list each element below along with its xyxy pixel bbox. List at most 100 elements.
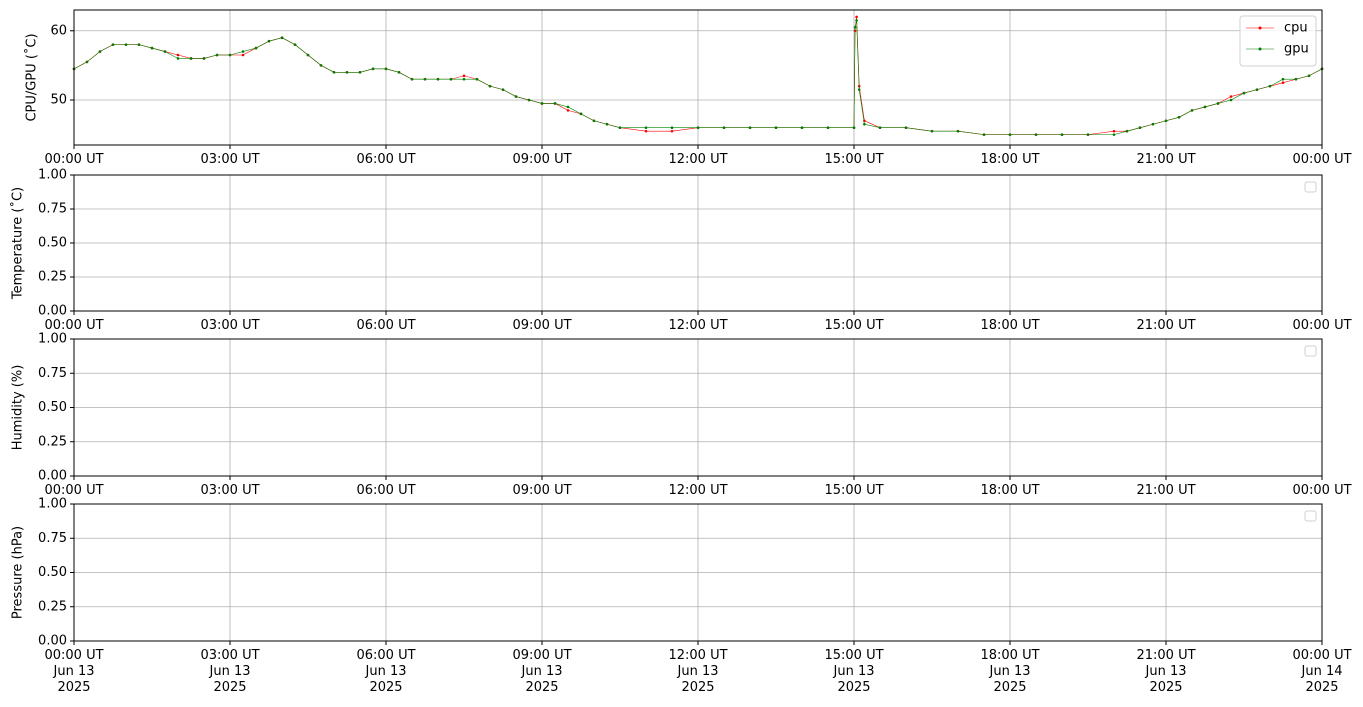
data-point <box>254 46 258 50</box>
data-point <box>904 126 908 129</box>
y-tick-label: 0.00 <box>38 469 67 484</box>
data-point <box>853 26 857 29</box>
data-point <box>1086 133 1090 136</box>
y-tick-label: 0.75 <box>38 202 67 217</box>
x-tick-label: 18:00 UT <box>980 483 1040 498</box>
x-tick-label: 12:00 UT <box>668 152 728 167</box>
data-point <box>1112 129 1116 133</box>
data-point <box>1203 105 1207 109</box>
x-tick-label: 06:00 UT <box>356 318 416 333</box>
data-point <box>293 43 297 46</box>
y-tick-label: 1.00 <box>38 332 67 347</box>
data-point <box>863 122 866 126</box>
axes-frame <box>73 503 1323 642</box>
data-point <box>852 126 856 129</box>
x-tick-label: 12:00 UT <box>668 483 728 498</box>
data-point <box>1281 77 1285 81</box>
data-point <box>1294 77 1298 81</box>
data-point <box>98 50 102 53</box>
data-point <box>332 71 336 74</box>
data-point <box>501 88 505 91</box>
data-point <box>1034 133 1038 136</box>
x-tick-label: 06:00 UT Jun 13 2025 <box>356 648 416 695</box>
x-tick-label: 03:00 UT Jun 13 2025 <box>200 648 260 695</box>
data-point <box>1216 102 1220 105</box>
data-point <box>553 102 557 105</box>
data-point <box>410 77 414 81</box>
data-point <box>423 77 427 81</box>
data-point <box>644 126 648 129</box>
x-tick-label: 21:00 UT Jun 13 2025 <box>1136 648 1196 695</box>
data-point <box>345 71 349 74</box>
data-point <box>618 126 622 129</box>
x-tick-label: 21:00 UT <box>1136 318 1196 333</box>
data-point <box>1164 119 1168 123</box>
data-point <box>449 77 453 81</box>
data-point <box>878 126 882 129</box>
data-point <box>956 129 960 133</box>
x-tick-label: 00:00 UT <box>44 152 104 167</box>
legend-frame <box>1304 345 1317 357</box>
x-tick-label: 21:00 UT <box>1136 483 1196 498</box>
y-tick-label: 0.75 <box>38 531 67 546</box>
data-point <box>111 43 115 46</box>
data-point <box>566 109 570 112</box>
data-point <box>670 129 674 133</box>
x-tick-label: 15:00 UT <box>824 318 884 333</box>
legend-frame <box>1304 181 1317 193</box>
y-tick-label: 0.25 <box>38 599 67 614</box>
y-tick-label: 0.50 <box>38 400 67 415</box>
y-tick-label: 0.50 <box>38 236 67 251</box>
data-point <box>579 112 583 116</box>
data-point <box>475 77 479 81</box>
x-tick-label: 18:00 UT <box>980 318 1040 333</box>
x-tick-label: 12:00 UT Jun 13 2025 <box>668 648 728 695</box>
y-tick-label: 50 <box>50 93 67 108</box>
data-point <box>1229 95 1233 98</box>
x-tick-label: 06:00 UT <box>356 483 416 498</box>
data-point <box>1151 122 1155 126</box>
data-point <box>1255 88 1259 91</box>
y-tick-label: 0.25 <box>38 434 67 449</box>
x-tick-label: 00:00 UT <box>1292 318 1352 333</box>
data-point <box>267 39 271 43</box>
data-point <box>397 71 401 74</box>
x-tick-label: 00:00 UT <box>44 318 104 333</box>
data-point <box>1112 133 1116 136</box>
data-point <box>1125 129 1129 133</box>
legend-marker <box>1258 47 1262 51</box>
y-tick-label: 0.50 <box>38 565 67 580</box>
data-point <box>1138 126 1142 129</box>
x-tick-label: 03:00 UT <box>200 318 260 333</box>
y-tick-label: 1.00 <box>38 497 67 512</box>
data-point <box>1060 133 1064 136</box>
series-line <box>73 20 1323 135</box>
x-tick-label: 09:00 UT Jun 13 2025 <box>512 648 572 695</box>
data-point <box>280 36 284 39</box>
data-point <box>800 126 804 129</box>
data-point <box>124 43 128 46</box>
y-tick-label: 60 <box>50 23 67 38</box>
data-point <box>1008 133 1012 136</box>
data-point <box>384 67 388 71</box>
axes-frame <box>73 9 1323 146</box>
x-tick-label: 09:00 UT <box>512 152 572 167</box>
y-axis-label: Pressure (hPa) <box>11 526 26 619</box>
data-point <box>436 77 440 81</box>
data-point <box>540 102 544 105</box>
data-point <box>462 77 466 81</box>
data-point <box>241 53 245 57</box>
data-point <box>527 98 531 102</box>
x-tick-label: 12:00 UT <box>668 318 728 333</box>
data-point <box>150 46 154 50</box>
legend-label: cpu <box>1284 21 1308 36</box>
x-tick-label: 09:00 UT <box>512 483 572 498</box>
data-point <box>1307 74 1311 78</box>
data-point <box>826 126 830 129</box>
data-point <box>857 88 861 91</box>
y-tick-label: 0.75 <box>38 366 67 381</box>
axes-frame <box>73 338 1323 477</box>
x-tick-label: 21:00 UT <box>1136 152 1196 167</box>
data-point <box>605 122 609 126</box>
